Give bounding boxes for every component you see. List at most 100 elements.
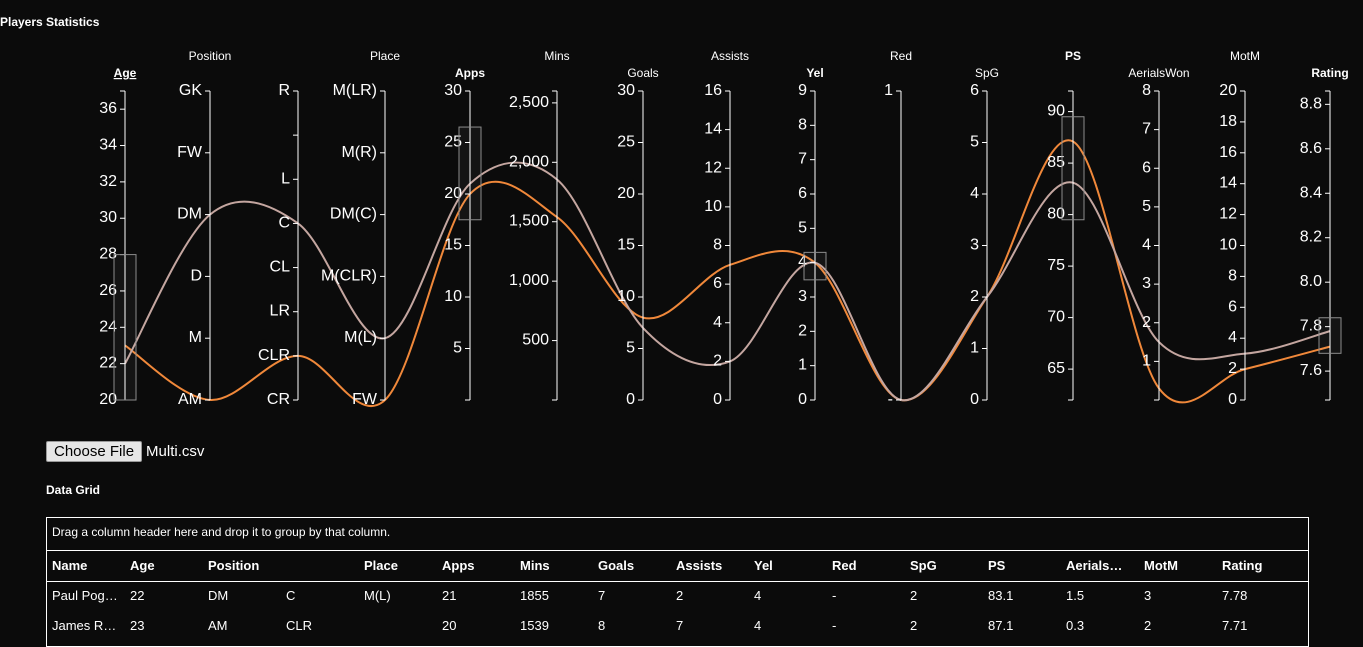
- column-header[interactable]: Aerials…: [1066, 558, 1123, 573]
- axis-goals: Goals 0 5 10 15 20 25 30: [617, 66, 658, 408]
- tick-label: 5: [798, 219, 807, 236]
- tick-label: 2: [713, 352, 722, 369]
- tick-label: M(L): [344, 329, 377, 346]
- file-input[interactable]: Choose File Multi.csv: [46, 441, 204, 462]
- axis-label: Apps: [455, 66, 485, 80]
- axis-mins: Mins 500 1,000 1,500 2,000 2,500: [509, 49, 570, 401]
- column-header[interactable]: Red: [832, 558, 857, 573]
- tick-label: 4: [713, 314, 722, 331]
- file-name: Multi.csv: [146, 443, 205, 460]
- column-header[interactable]: Apps: [442, 558, 475, 573]
- tick-label: 75: [1047, 257, 1065, 274]
- tick-label: 4: [798, 254, 807, 271]
- axis-label: Rating: [1311, 66, 1348, 80]
- table-cell: 83.1: [988, 588, 1014, 603]
- table-cell: 2: [1144, 618, 1152, 633]
- brush-rating[interactable]: [1318, 317, 1342, 354]
- tick-label: 6: [713, 275, 722, 292]
- brush-age[interactable]: [113, 254, 137, 401]
- table-cell: -: [832, 588, 837, 603]
- column-header[interactable]: Place: [364, 558, 398, 573]
- tick-label: 3: [970, 237, 979, 254]
- tick-label: 10: [617, 288, 635, 305]
- tick-label: 1,500: [509, 213, 549, 230]
- tick-label: 7.8: [1300, 318, 1322, 335]
- brush-ps[interactable]: [1061, 116, 1085, 221]
- tick-label: 6: [798, 185, 807, 202]
- tick-label: 12: [1219, 206, 1237, 223]
- axis-label: AerialsWon: [1128, 66, 1189, 80]
- tick-label: 2: [970, 288, 979, 305]
- table-cell: 2: [676, 588, 684, 603]
- tick-label: R: [278, 82, 290, 99]
- axis-apps: Apps 5 10 15 20 25 30: [444, 66, 485, 401]
- tick-label: L: [281, 170, 290, 187]
- brush-yel[interactable]: [803, 251, 827, 281]
- series-line-1[interactable]: [124, 139, 1331, 408]
- parallel-coordinates-chart[interactable]: Age202224262830323436PositionGKFWDMDMAMR…: [0, 0, 1363, 430]
- tick-label: 6: [1142, 159, 1151, 176]
- tick-label: 4: [970, 185, 979, 202]
- column-header[interactable]: Mins: [520, 558, 550, 573]
- table-cell: 4: [754, 618, 762, 633]
- tick-label: 15: [617, 237, 635, 254]
- table-row[interactable]: Paul Pog… 22 DM C M(L) 21 1855 7 2 4 - 2 83.1 1.5 3 7.7…: [47, 582, 1308, 612]
- choose-file-button[interactable]: Choose File: [46, 441, 143, 462]
- tick-label: 65: [1047, 360, 1065, 377]
- tick-label: 20: [99, 391, 117, 408]
- tick-label: 30: [617, 82, 635, 99]
- axis-place: Place M(LR) M(R) DM(C) M(CLR) M(L) FW: [321, 49, 400, 408]
- tick-label: GK: [179, 82, 202, 99]
- tick-label: M(R): [341, 144, 377, 161]
- tick-label: 12: [704, 159, 722, 176]
- tick-label: 80: [1047, 206, 1065, 223]
- table-cell: AM: [208, 618, 228, 633]
- tick-label: 7.6: [1300, 362, 1322, 379]
- table-row[interactable]: James R… 23 AM CLR 20 1539 8 7 4 - 2 87.1 0.3 2 7.71: [47, 612, 1308, 642]
- tick-label: 2,000: [509, 153, 549, 170]
- tick-label: AM: [178, 391, 202, 408]
- tick-label: 8: [713, 237, 722, 254]
- tick-label: 8: [1228, 267, 1237, 284]
- tick-label: -: [888, 391, 893, 408]
- axes: Age202224262830323436PositionGKFWDMDMAMR…: [99, 49, 1348, 408]
- column-header[interactable]: Name: [52, 558, 88, 573]
- table-cell: M(L): [364, 588, 391, 603]
- group-by-panel[interactable]: Drag a column header here and drop it to…: [47, 518, 1308, 551]
- page-title: Players Statistics: [0, 15, 100, 29]
- tick-label: 10: [1219, 237, 1237, 254]
- table-cell: 7.78: [1222, 588, 1248, 603]
- table-cell: 1.5: [1066, 588, 1085, 603]
- tick-label: 20: [444, 185, 462, 202]
- tick-label: 1: [798, 357, 807, 374]
- column-header[interactable]: PS: [988, 558, 1006, 573]
- tick-label: 16: [704, 82, 722, 99]
- axis-position2: R L C CL LR CLR CR: [258, 82, 299, 408]
- column-header[interactable]: Goals: [598, 558, 635, 573]
- table-cell: 2: [910, 588, 918, 603]
- tick-label: 20: [617, 185, 635, 202]
- tick-label: 0: [970, 391, 979, 408]
- tick-label: LR: [270, 303, 290, 320]
- column-header[interactable]: SpG: [910, 558, 937, 573]
- tick-label: 15: [444, 237, 462, 254]
- tick-label: 2,500: [509, 94, 549, 111]
- column-header[interactable]: Yel: [754, 558, 773, 573]
- tick-label: FW: [177, 144, 203, 161]
- brush-apps[interactable]: [458, 126, 482, 221]
- tick-label: 20: [1219, 82, 1237, 99]
- tick-label: 5: [626, 340, 635, 357]
- table-cell: C: [286, 588, 296, 603]
- tick-label: CR: [267, 391, 290, 408]
- tick-label: 24: [99, 318, 117, 335]
- tick-label: 8.2: [1300, 229, 1322, 246]
- column-header[interactable]: Assists: [676, 558, 723, 573]
- column-header[interactable]: Age: [130, 558, 155, 573]
- axis-rating: Rating 7.6 7.8 8.0 8.2 8.4 8.6 8.8: [1300, 66, 1349, 401]
- tick-label: 9: [798, 82, 807, 99]
- column-header[interactable]: Position: [208, 558, 260, 573]
- column-header[interactable]: Rating: [1222, 558, 1263, 573]
- tick-label: 4: [1142, 237, 1151, 254]
- axis-label: Mins: [544, 49, 569, 63]
- column-header[interactable]: MotM: [1144, 558, 1178, 573]
